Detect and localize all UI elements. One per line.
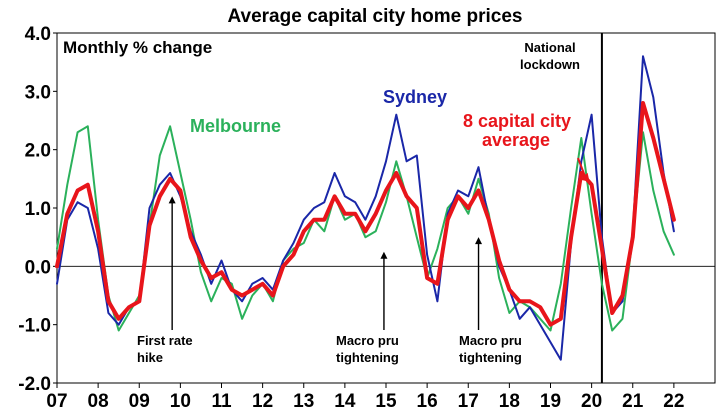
chart-title: Average capital city home prices <box>228 6 523 27</box>
y-tick-label: 0.0 <box>25 257 51 278</box>
x-tick-label: 11 <box>211 391 232 412</box>
x-tick-label: 21 <box>622 391 644 412</box>
macro-pru-1-line1: Macro pru <box>336 333 399 348</box>
y-tick-label: 1.0 <box>25 199 51 220</box>
x-tick-label: 18 <box>499 391 520 412</box>
series-line-melbourne <box>56 125 675 332</box>
macro-pru-1-line2: tightening <box>336 350 399 365</box>
y-tick-label: -2.0 <box>18 374 51 395</box>
x-tick-label: 08 <box>88 391 109 412</box>
macro-pru-2-arrow-head <box>475 237 483 245</box>
x-axis: 07 08 09 10 11 12 13 14 15 16 17 18 19 20 21 22 <box>46 383 684 412</box>
series-lines <box>55 55 676 361</box>
y-tick-label: 3.0 <box>25 82 51 103</box>
x-tick-label: 20 <box>581 391 602 412</box>
lockdown-label-line1: National <box>524 40 575 55</box>
series-line-8-capital-city-average <box>55 101 676 327</box>
x-tick-label: 13 <box>293 391 314 412</box>
y-tick-label: -1.0 <box>18 316 51 337</box>
first-rate-hike-arrow-head <box>168 196 176 204</box>
x-tick-label: 17 <box>458 391 479 412</box>
melbourne-label: Melbourne <box>190 116 281 136</box>
x-tick-label: 16 <box>417 391 438 412</box>
x-tick-label: 09 <box>129 391 150 412</box>
x-tick-label: 12 <box>252 391 273 412</box>
y-tick-label: 4.0 <box>25 24 51 45</box>
macro-pru-1-arrow-head <box>380 251 388 259</box>
x-tick-label: 10 <box>170 391 191 412</box>
average-label-line1: 8 capital city <box>463 111 571 131</box>
lockdown-label-line2: lockdown <box>520 57 580 72</box>
x-tick-label: 07 <box>46 391 67 412</box>
chart-subtitle: Monthly % change <box>63 38 212 57</box>
average-label-arrow-shaft <box>577 157 587 179</box>
x-tick-label: 22 <box>663 391 684 412</box>
y-tick-label: 2.0 <box>25 141 51 162</box>
series-line-sydney <box>56 55 675 361</box>
macro-pru-2-line1: Macro pru <box>459 333 522 348</box>
first-rate-hike-line1: First rate <box>137 333 193 348</box>
x-tick-label: 19 <box>540 391 561 412</box>
y-axis: 4.0 3.0 2.0 1.0 0.0 -1.0 -2.0 <box>18 24 57 395</box>
average-label-arrow-head <box>580 172 590 182</box>
macro-pru-2-line2: tightening <box>459 350 522 365</box>
x-tick-label: 14 <box>334 391 356 412</box>
average-label-line2: average <box>482 130 550 150</box>
annotation-arrows <box>168 157 590 330</box>
sydney-label: Sydney <box>383 87 447 107</box>
x-tick-label: 15 <box>375 391 397 412</box>
first-rate-hike-line2: hike <box>137 350 163 365</box>
